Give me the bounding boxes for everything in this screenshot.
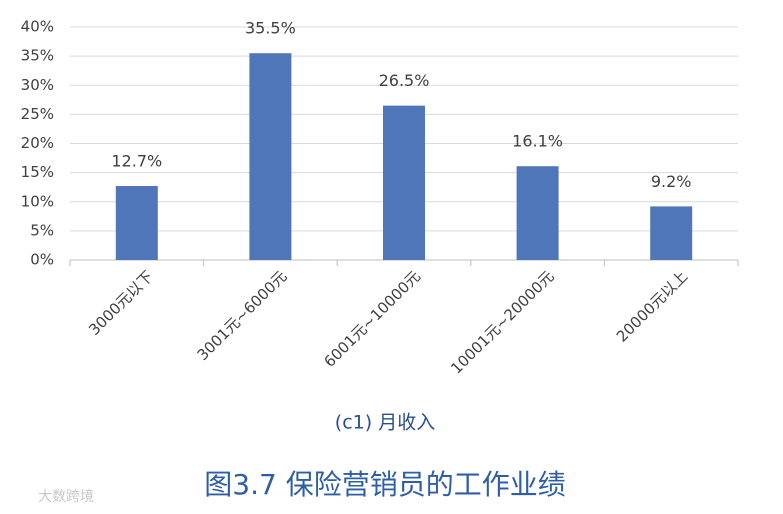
- y-tick-label: 40%: [21, 18, 54, 36]
- data-label: 16.1%: [512, 132, 563, 151]
- y-tick-label: 25%: [21, 105, 54, 123]
- data-label: 12.7%: [111, 152, 162, 171]
- y-tick-label: 10%: [21, 192, 54, 210]
- bar: [115, 186, 158, 260]
- y-tick-label: 0%: [30, 251, 54, 269]
- chart-title: 图3.7 保险营销员的工作业绩: [204, 468, 565, 501]
- bar: [650, 206, 693, 260]
- chart-subtitle: (c1) 月收入: [335, 412, 435, 434]
- data-label: 26.5%: [379, 71, 430, 90]
- y-tick-label: 15%: [21, 163, 54, 181]
- data-label: 35.5%: [245, 19, 296, 38]
- x-tick-label: 3000元以下: [85, 267, 157, 339]
- x-tick-label: 20000元以上: [613, 267, 691, 345]
- watermark: 大数跨境: [38, 489, 94, 505]
- x-tick-label: 3001元~6000元: [194, 267, 291, 364]
- x-tick-label: 6001元~10000元: [320, 267, 424, 371]
- bar: [383, 105, 425, 260]
- bar: [516, 166, 559, 260]
- y-tick-label: 30%: [21, 76, 54, 94]
- bar: [249, 53, 292, 261]
- data-label: 9.2%: [651, 172, 692, 191]
- y-tick-label: 35%: [21, 47, 54, 65]
- y-tick-label: 5%: [30, 221, 54, 239]
- x-tick-label: 10001元~20000元: [447, 267, 557, 377]
- y-tick-label: 20%: [21, 134, 54, 152]
